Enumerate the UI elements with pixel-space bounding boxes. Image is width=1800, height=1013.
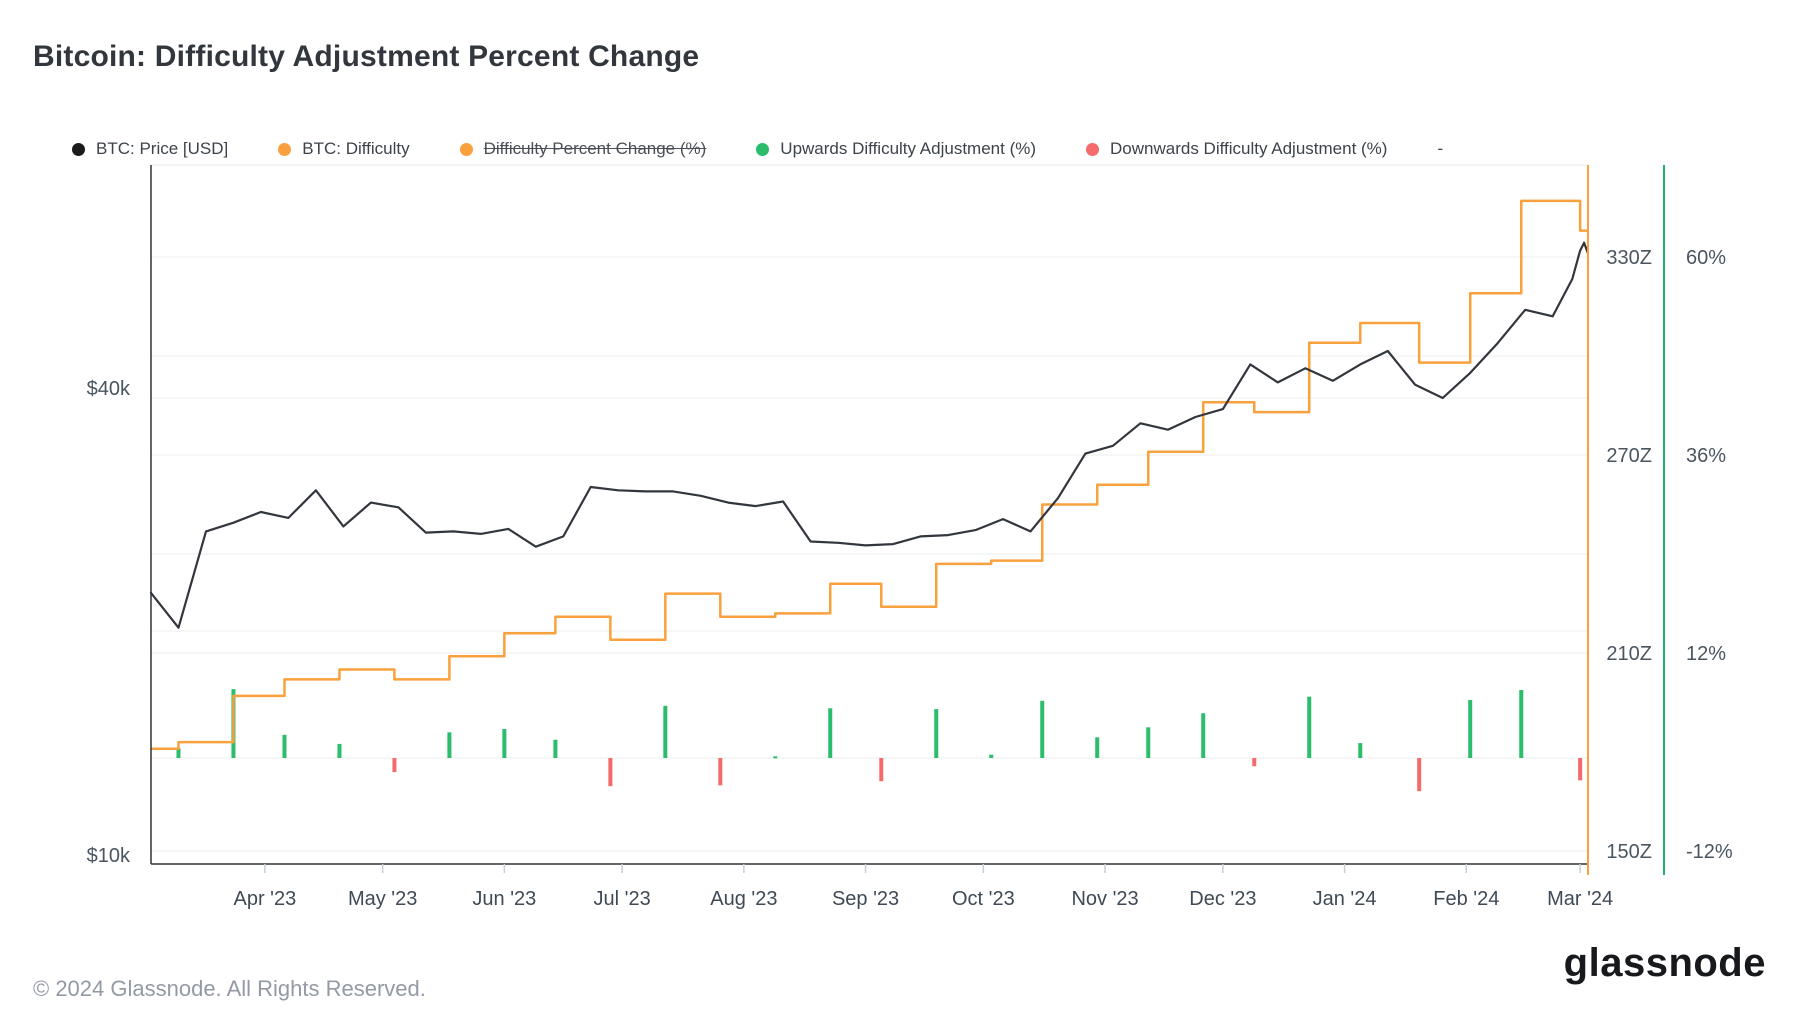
price-series-dot-icon <box>72 142 85 156</box>
upwards-series-dot-icon <box>756 142 770 156</box>
upward-adjustment-bar <box>663 705 668 758</box>
downward-adjustment-bar <box>608 758 613 787</box>
upward-adjustment-bar <box>828 708 833 758</box>
upward-adjustment-bar <box>176 748 181 758</box>
difficulty-axis-label: 330Z <box>1606 247 1652 269</box>
upward-adjustment-bar <box>989 754 994 758</box>
x-axis-label: Dec '23 <box>1189 888 1256 910</box>
x-axis-label: Nov '23 <box>1071 888 1138 910</box>
downward-adjustment-bar <box>879 758 884 782</box>
x-axis-label: Sep '23 <box>832 888 899 910</box>
legend-item-label: Difficulty Percent Change (%) <box>483 139 707 158</box>
difficulty-series-dot-icon <box>278 142 292 156</box>
difficulty-axis-label: 270Z <box>1606 445 1652 467</box>
legend-item-downwards-adjustment[interactable]: Downwards Difficulty Adjustment (%) <box>1086 139 1387 159</box>
percent-axis-label: 60% <box>1686 247 1726 269</box>
copyright-text: © 2024 Glassnode. All Rights Reserved. <box>33 976 426 1001</box>
x-axis-label: Feb '24 <box>1433 888 1499 910</box>
chart-legend: BTC: Price [USD] BTC: Difficulty Difficu… <box>72 139 1443 159</box>
upward-adjustment-bar <box>1519 690 1524 758</box>
downwards-series-dot-icon <box>1086 142 1100 156</box>
glassnode-logo: glassnode <box>1563 941 1766 985</box>
x-axis-label: May '23 <box>348 888 417 910</box>
x-axis-label: Apr '23 <box>233 888 296 910</box>
downward-adjustment-bar <box>1417 758 1422 792</box>
legend-item-upwards-adjustment[interactable]: Upwards Difficulty Adjustment (%) <box>756 139 1036 159</box>
upward-adjustment-bar <box>934 709 939 758</box>
percent-axis-label: 12% <box>1686 643 1726 665</box>
upward-adjustment-bar <box>1040 700 1045 758</box>
x-axis-label: Mar '24 <box>1547 888 1613 910</box>
upward-adjustment-bar <box>1201 713 1206 758</box>
x-axis-label: Aug '23 <box>710 888 777 910</box>
upward-adjustment-bar <box>1468 699 1473 758</box>
downward-adjustment-bar <box>1578 758 1583 781</box>
upward-adjustment-bar <box>553 739 558 758</box>
percent-axis-label: 36% <box>1686 445 1726 467</box>
x-axis-label: Jun '23 <box>472 888 536 910</box>
upward-adjustment-bar <box>1095 737 1100 758</box>
difficulty-step-line <box>151 199 1588 750</box>
legend-item-price[interactable]: BTC: Price [USD] <box>72 139 228 159</box>
price-line <box>149 241 1590 629</box>
x-axis-label: Oct '23 <box>952 888 1015 910</box>
difficulty-percent-dot-icon <box>459 142 473 156</box>
upward-adjustment-bar <box>282 734 287 758</box>
legend-item-difficulty-percent-change[interactable]: Difficulty Percent Change (%) <box>459 139 707 159</box>
legend-item-label: Downwards Difficulty Adjustment (%) <box>1110 139 1388 158</box>
percent-axis-label: -12% <box>1686 841 1733 863</box>
upward-adjustment-bar <box>337 743 342 758</box>
legend-item-difficulty[interactable]: BTC: Difficulty <box>278 139 410 159</box>
downward-adjustment-bar <box>718 758 723 786</box>
price-axis-label: $40k <box>87 378 131 400</box>
legend-item-label: BTC: Difficulty <box>302 139 410 158</box>
legend-extra-dash: - <box>1437 139 1444 158</box>
downward-adjustment-bar <box>1252 758 1257 767</box>
x-axis-label: Jul '23 <box>594 888 651 910</box>
price-axis-label: $10k <box>87 845 131 867</box>
x-axis-label: Jan '24 <box>1313 888 1377 910</box>
downward-adjustment-bar <box>392 758 397 773</box>
difficulty-axis-label: 150Z <box>1606 841 1652 863</box>
legend-item-label: Upwards Difficulty Adjustment (%) <box>780 139 1037 158</box>
upward-adjustment-bar <box>447 732 452 758</box>
upward-adjustment-bar <box>502 728 507 758</box>
upward-adjustment-bar <box>1146 727 1151 758</box>
upward-adjustment-bar <box>773 756 778 759</box>
upward-adjustment-bar <box>1358 743 1363 758</box>
legend-item-label: BTC: Price [USD] <box>96 139 229 158</box>
difficulty-axis-label: 210Z <box>1606 643 1652 665</box>
upward-adjustment-bar <box>1307 696 1312 758</box>
page-title: Bitcoin: Difficulty Adjustment Percent C… <box>33 40 700 73</box>
